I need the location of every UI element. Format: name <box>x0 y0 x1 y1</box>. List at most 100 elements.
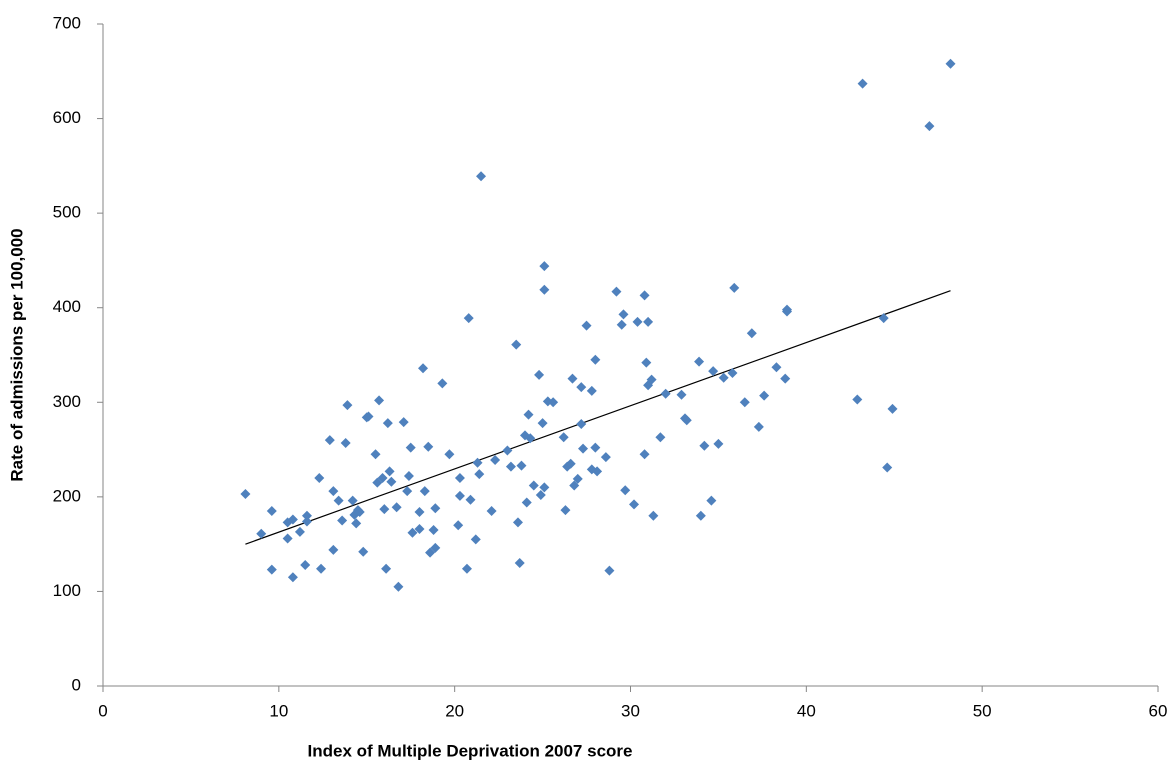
point <box>639 449 650 460</box>
point <box>713 438 724 449</box>
point <box>887 403 898 414</box>
x-tick-label: 10 <box>269 701 288 720</box>
x-tick-label: 40 <box>797 701 816 720</box>
point <box>534 369 545 380</box>
point <box>351 518 362 529</box>
point <box>780 373 791 384</box>
point <box>294 526 305 537</box>
point <box>384 466 395 477</box>
point <box>516 460 527 471</box>
point <box>425 547 436 558</box>
point <box>567 373 578 384</box>
point <box>402 486 413 497</box>
point <box>681 415 692 426</box>
point <box>454 490 465 501</box>
x-tick-label: 50 <box>973 701 992 720</box>
point <box>852 394 863 405</box>
point <box>655 432 666 443</box>
point <box>945 58 956 69</box>
point <box>287 572 298 583</box>
point <box>340 437 351 448</box>
point <box>646 374 657 385</box>
point <box>430 503 441 514</box>
point <box>470 534 481 545</box>
point <box>857 78 868 89</box>
point <box>537 418 548 429</box>
point <box>453 520 464 531</box>
point <box>328 544 339 555</box>
point <box>576 382 587 393</box>
point <box>660 388 671 399</box>
point <box>502 445 513 456</box>
point <box>347 495 358 506</box>
point <box>641 357 652 368</box>
point <box>393 581 404 592</box>
point <box>405 442 416 453</box>
point <box>414 506 425 517</box>
point <box>771 362 782 373</box>
point <box>324 435 335 446</box>
point <box>490 454 501 465</box>
point <box>476 171 487 182</box>
point <box>569 480 580 491</box>
point <box>590 442 601 453</box>
point <box>729 282 740 293</box>
point <box>572 473 583 484</box>
point <box>403 471 414 482</box>
point <box>386 476 397 487</box>
point <box>382 418 393 429</box>
point <box>629 499 640 510</box>
point <box>882 462 893 473</box>
point <box>391 502 402 513</box>
point <box>753 421 764 432</box>
point <box>620 485 631 496</box>
point <box>300 559 311 570</box>
point <box>444 449 455 460</box>
point <box>511 339 522 350</box>
point <box>695 510 706 521</box>
point <box>287 514 298 525</box>
y-axis-title: Rate of admissions per 100,000 <box>7 228 26 481</box>
point <box>474 469 485 480</box>
y-tick-label: 200 <box>53 486 81 505</box>
point <box>398 417 409 428</box>
point <box>316 563 327 574</box>
point <box>576 419 587 430</box>
point <box>676 389 687 400</box>
point <box>301 510 312 521</box>
x-tick-label: 0 <box>98 701 107 720</box>
point <box>256 528 267 539</box>
point <box>618 309 629 320</box>
point <box>535 489 546 500</box>
point <box>558 432 569 443</box>
point <box>437 378 448 389</box>
point <box>643 316 654 327</box>
point <box>372 477 383 488</box>
y-tick-label: 300 <box>53 392 81 411</box>
point <box>699 440 710 451</box>
point <box>694 356 705 367</box>
point <box>590 354 601 365</box>
point <box>282 533 293 544</box>
point <box>337 515 348 526</box>
point <box>370 449 381 460</box>
point <box>418 363 429 374</box>
point <box>358 546 369 557</box>
point <box>505 461 516 472</box>
point <box>878 313 889 324</box>
point <box>512 517 523 528</box>
x-axis-title: Index of Multiple Deprivation 2007 score <box>308 741 633 760</box>
point <box>523 409 534 420</box>
point <box>419 486 430 497</box>
trend-line <box>245 290 951 545</box>
point <box>525 433 536 444</box>
point <box>632 316 643 327</box>
y-tick-label: 0 <box>72 675 81 694</box>
point <box>746 328 757 339</box>
point <box>708 366 719 377</box>
point <box>616 319 627 330</box>
point <box>759 390 770 401</box>
point <box>639 290 650 301</box>
point <box>266 506 277 517</box>
point <box>463 313 474 324</box>
